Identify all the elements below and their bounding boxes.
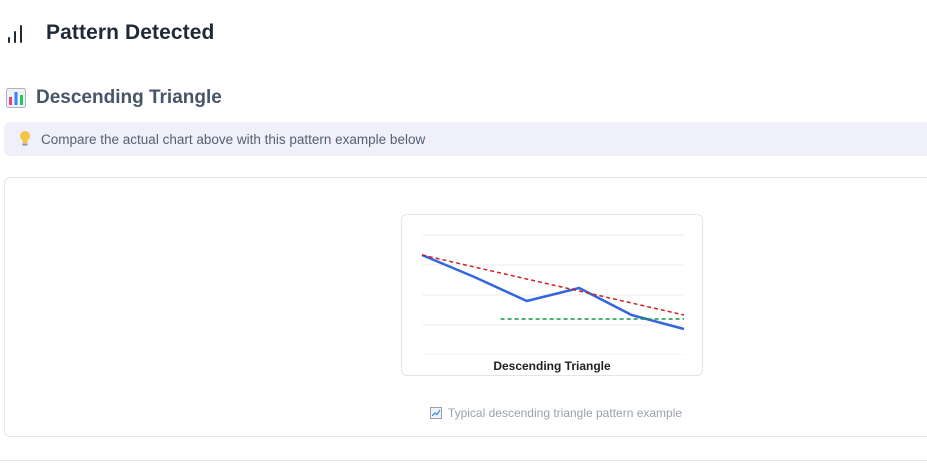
page-title: Pattern Detected — [46, 21, 215, 44]
trend-chart-icon — [429, 407, 442, 419]
divider — [0, 460, 927, 461]
chart-caption: Descending Triangle — [493, 359, 611, 373]
tip-banner: Compare the actual chart above with this… — [4, 122, 927, 156]
example-chart-svg — [421, 234, 685, 356]
example-footnote: Typical descending triangle pattern exam… — [5, 406, 927, 420]
lightbulb-icon — [18, 130, 32, 148]
tip-text: Compare the actual chart above with this… — [41, 131, 426, 147]
price-line — [421, 253, 685, 331]
bar-chart-icon — [6, 23, 26, 43]
pattern-name: Descending Triangle — [36, 87, 222, 108]
pattern-example-chart: Descending Triangle — [401, 214, 703, 376]
pattern-heading: Descending Triangle — [6, 86, 222, 110]
chart-emoji-icon — [6, 88, 26, 108]
pattern-example-panel: Descending Triangle Typical descending t… — [4, 177, 927, 437]
footnote-text: Typical descending triangle pattern exam… — [447, 406, 683, 420]
resistance-trendline — [421, 254, 685, 316]
page-header: Pattern Detected — [6, 18, 214, 48]
